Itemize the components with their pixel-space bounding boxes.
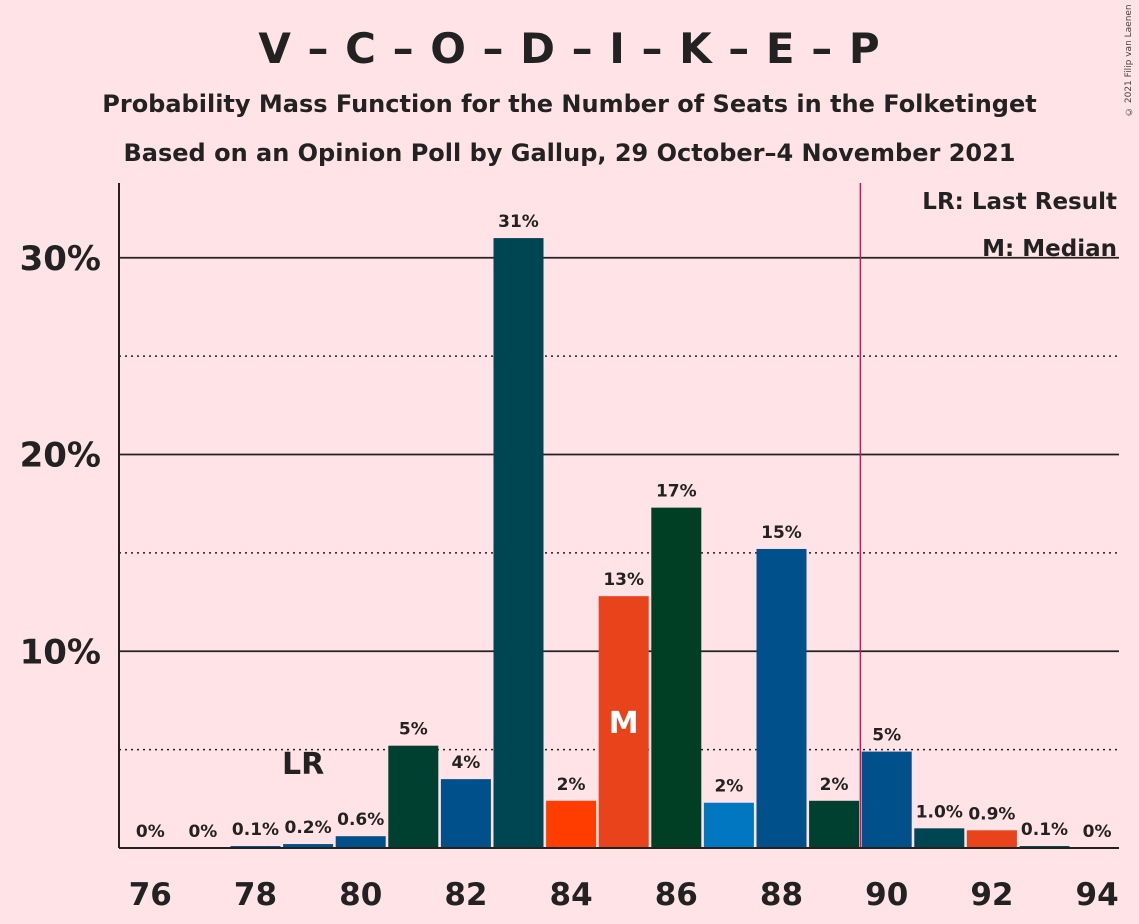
data-label: 0% — [136, 822, 165, 842]
chart-subtitle: Probability Mass Function for the Number… — [102, 90, 1037, 118]
data-label: 0.2% — [285, 818, 332, 838]
data-label: 0.1% — [232, 820, 279, 840]
bar — [651, 507, 702, 848]
data-label: 4% — [451, 753, 480, 773]
data-label: 2% — [557, 775, 586, 795]
bar — [546, 800, 597, 848]
bar — [283, 844, 334, 848]
data-label: 5% — [399, 720, 428, 740]
axes: 10% 20% 30% 76 78 80 82 84 86 88 90 92 94 — [20, 183, 1119, 913]
chart-subtitle-2: Based on an Opinion Poll by Gallup, 29 O… — [123, 139, 1016, 167]
x-tick-label: 78 — [234, 877, 277, 913]
bar — [598, 596, 649, 848]
legend: LR: Last Result M: Median — [922, 189, 1117, 262]
x-tick-label: 84 — [550, 877, 593, 913]
bar — [388, 745, 439, 848]
bar — [756, 548, 807, 848]
y-tick-label: 30% — [20, 239, 101, 279]
x-tick-label: 76 — [129, 877, 172, 913]
bar — [809, 800, 860, 848]
bar — [493, 238, 544, 849]
x-tick-label: 94 — [1076, 877, 1119, 913]
x-tick-label: 88 — [760, 877, 803, 913]
y-tick-label: 10% — [20, 632, 101, 672]
data-label: 17% — [656, 482, 697, 502]
last-result-marker: LR — [282, 747, 324, 782]
x-tick-label: 82 — [444, 877, 487, 913]
x-tick-label: 80 — [339, 877, 382, 913]
bar — [440, 779, 491, 848]
bar — [335, 836, 386, 848]
data-label: 31% — [498, 212, 539, 232]
data-label: 0.9% — [968, 804, 1015, 824]
x-tick-label: 90 — [865, 877, 908, 913]
data-label: 1.0% — [916, 802, 963, 822]
x-tick-label: 92 — [970, 877, 1013, 913]
legend-median: M: Median — [982, 236, 1117, 262]
legend-last-result: LR: Last Result — [922, 189, 1117, 215]
data-label: 5% — [872, 726, 901, 746]
data-label: 2% — [820, 775, 849, 795]
data-label: 15% — [761, 523, 802, 543]
data-labels: 0% 0% 0.1% 0.2% 0.6% 5% 4% 31% 2% 13% 17% 2% 15% 2% 5%… — [136, 212, 1112, 842]
median-marker: M — [609, 706, 639, 741]
data-label: 0% — [188, 822, 217, 842]
data-label: 0.1% — [1021, 820, 1068, 840]
data-label: 0.6% — [337, 810, 384, 830]
data-label: 2% — [714, 777, 743, 797]
bar — [703, 802, 754, 848]
data-label: 0% — [1083, 822, 1112, 842]
x-tick-label: 86 — [655, 877, 698, 913]
bar — [861, 751, 912, 848]
bar — [966, 830, 1017, 848]
y-tick-label: 20% — [20, 436, 101, 476]
data-label: 13% — [603, 570, 644, 590]
chart-title: V – C – O – D – I – K – E – P — [258, 24, 881, 73]
bar — [914, 828, 965, 848]
bars — [230, 238, 1070, 849]
